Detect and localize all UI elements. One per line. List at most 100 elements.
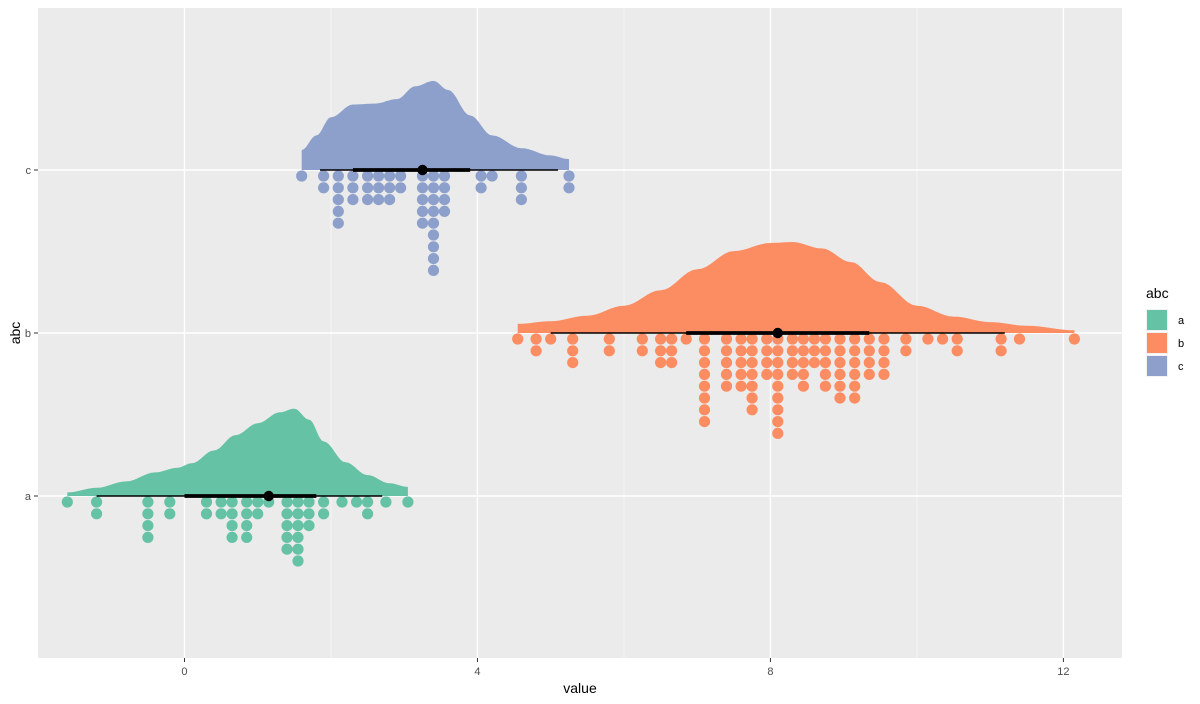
data-point-b [545, 333, 557, 345]
legend: abc abc [1146, 285, 1185, 377]
legend-swatch-b [1147, 333, 1167, 353]
data-point-b [834, 380, 846, 392]
data-point-a [241, 508, 253, 520]
data-point-a [200, 508, 213, 520]
data-point-a [200, 496, 213, 508]
data-point-a [226, 520, 238, 532]
data-point-b [834, 392, 846, 404]
data-point-b [698, 416, 711, 428]
data-point-b [786, 333, 799, 345]
data-point-c [563, 182, 575, 194]
data-point-c [416, 217, 429, 229]
data-point-b [797, 357, 810, 369]
data-point-c [373, 182, 385, 194]
data-point-b [819, 380, 832, 392]
x-tick-label: 12 [1057, 666, 1069, 678]
data-point-b [797, 368, 810, 380]
data-point-a [281, 543, 293, 555]
data-point-a [292, 555, 304, 567]
axes: 0 4 8 12 a b c [25, 165, 1070, 678]
data-point-b [735, 345, 747, 357]
data-point-b [878, 345, 890, 357]
data-point-c [384, 170, 396, 182]
interval-bars [96, 164, 1005, 502]
data-point-b [819, 345, 832, 357]
data-point-b [951, 333, 963, 345]
data-point-b [698, 333, 711, 345]
data-point-a [292, 520, 304, 532]
data-point-c [362, 182, 374, 194]
data-point-b [746, 357, 758, 369]
data-point-a [292, 531, 304, 544]
data-point-c [438, 170, 451, 182]
data-point-b [878, 357, 890, 369]
data-point-b [735, 357, 747, 369]
data-point-c [515, 194, 528, 206]
data-point-b [761, 368, 773, 380]
data-point-b [655, 333, 667, 345]
data-point-c [373, 194, 385, 206]
data-point-a [292, 508, 304, 520]
y-tick-label: b [25, 328, 31, 340]
data-point-b [1013, 333, 1026, 345]
data-point-b [636, 345, 648, 357]
legend-entries: abc [1146, 309, 1185, 377]
data-point-b [735, 368, 747, 380]
data-point-a [292, 496, 304, 508]
data-point-b [849, 357, 861, 369]
data-point-c [515, 170, 528, 182]
dot-rain [61, 170, 1080, 567]
data-point-a [292, 543, 304, 555]
data-point-c [438, 205, 451, 217]
data-point-b [720, 368, 733, 380]
data-point-c [427, 205, 440, 217]
data-point-b [746, 368, 758, 380]
data-point-b [863, 345, 875, 357]
data-point-c [475, 170, 487, 182]
median-point-a [263, 490, 274, 502]
data-point-b [567, 333, 579, 345]
legend-title: abc [1146, 285, 1169, 301]
data-point-b [512, 333, 524, 345]
data-point-b [900, 345, 912, 357]
data-point-a [281, 508, 293, 520]
data-point-a [241, 531, 253, 544]
data-point-b [849, 392, 861, 404]
data-point-c [296, 170, 308, 182]
data-point-a [362, 496, 374, 508]
data-point-c [318, 170, 330, 182]
data-point-b [995, 345, 1007, 357]
data-point-c [384, 194, 396, 206]
data-point-b [849, 380, 861, 392]
data-point-c [427, 241, 440, 253]
data-point-a [142, 496, 154, 508]
data-point-a [252, 508, 264, 520]
data-point-b [849, 345, 861, 357]
x-tick-label: 0 [181, 666, 187, 678]
data-point-b [698, 357, 711, 369]
data-point-a [215, 508, 227, 520]
data-point-a [226, 508, 238, 520]
data-point-b [720, 333, 733, 345]
density-cloud-b [517, 242, 1075, 333]
data-point-b [772, 427, 784, 439]
data-point-c [332, 217, 344, 229]
data-point-b [808, 357, 821, 369]
data-point-a [252, 496, 264, 508]
data-point-a [318, 496, 330, 508]
data-point-a [281, 496, 293, 508]
median-point-c [417, 164, 428, 176]
data-point-a [303, 496, 315, 508]
data-point-a [164, 496, 176, 508]
data-point-c [563, 170, 575, 182]
data-point-b [797, 333, 810, 345]
data-point-c [362, 194, 374, 206]
data-point-b [900, 333, 912, 345]
data-point-a [402, 496, 414, 508]
data-point-b [863, 333, 875, 345]
data-point-b [530, 345, 542, 357]
x-tick-label: 4 [474, 666, 480, 678]
data-point-b [797, 345, 810, 357]
data-point-b [849, 333, 861, 345]
data-point-c [427, 194, 440, 206]
